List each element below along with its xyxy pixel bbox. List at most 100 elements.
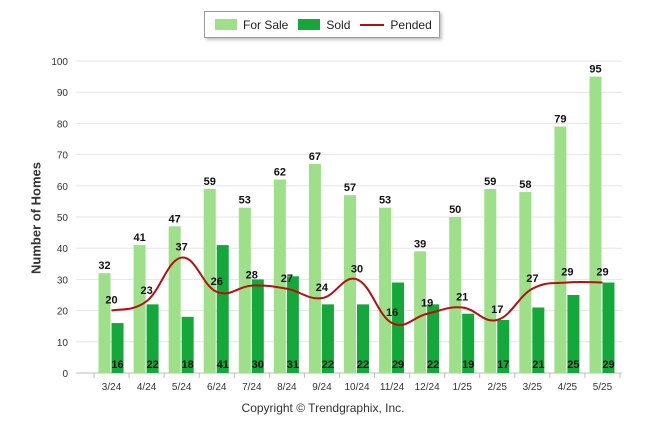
data-label-pended: 29: [596, 267, 608, 279]
bar-sold: [392, 282, 405, 373]
x-tick-label: 7/24: [242, 382, 262, 393]
data-label-sold: 31: [287, 359, 299, 371]
legend-item-for-sale[interactable]: For Sale: [215, 18, 288, 32]
x-tick-label: 6/24: [207, 382, 227, 393]
data-label-pended: 24: [316, 282, 329, 294]
data-label-sold: 22: [427, 359, 439, 371]
bar-for-sale: [133, 245, 146, 373]
bar-for-sale: [238, 207, 251, 373]
data-label-pended: 30: [351, 263, 363, 275]
data-label-pended: 16: [386, 307, 398, 319]
pended-swatch: [360, 23, 385, 26]
y-tick-label: 50: [57, 213, 69, 224]
y-tick-label: 90: [57, 88, 69, 99]
y-tick-label: 40: [57, 244, 69, 255]
x-axis-ticks: 3/24 4/24 5/24 6/24 7/24 8/24 9/24 10/24 11/24 12…: [93, 373, 621, 393]
data-label-for-sale: 39: [414, 238, 426, 250]
bar-sold: [251, 279, 264, 373]
bar-for-sale: [449, 217, 462, 373]
data-label-sold: 22: [322, 359, 334, 371]
data-label-for-sale: 32: [98, 260, 110, 272]
data-label-for-sale: 95: [589, 64, 601, 76]
data-label-sold: 16: [111, 359, 123, 371]
x-tick-label: 4/25: [558, 382, 578, 393]
data-label-for-sale: 58: [519, 179, 531, 191]
legend-item-sold[interactable]: Sold: [298, 18, 350, 32]
y-tick-label: 30: [57, 275, 69, 286]
bar-for-sale: [519, 192, 532, 373]
bars: [98, 76, 615, 374]
x-tick-label: 5/24: [172, 382, 192, 393]
data-label-for-sale: 53: [379, 195, 391, 207]
x-tick-label: 4/24: [137, 382, 157, 393]
data-label-sold: 25: [567, 359, 579, 371]
x-tick-label: 5/25: [593, 382, 613, 393]
y-axis-title: Number of Homes: [28, 162, 44, 274]
bar-for-sale: [308, 163, 321, 373]
data-label-pended: 21: [456, 291, 468, 303]
bar-sold: [111, 323, 124, 373]
data-label-sold: 29: [602, 359, 614, 371]
data-label-pended: 28: [246, 270, 258, 282]
bar-for-sale: [344, 195, 356, 373]
bar-sold: [497, 319, 510, 373]
for-sale-swatch: [215, 19, 237, 30]
bar-for-sale: [554, 126, 567, 374]
data-label-sold: 17: [497, 359, 509, 371]
data-label-sold: 21: [532, 359, 544, 371]
x-tick-label: 12/24: [415, 382, 440, 393]
y-tick-label: 10: [57, 338, 69, 349]
data-label-sold: 30: [252, 359, 264, 371]
bar-sold: [427, 304, 440, 373]
bar-sold: [357, 304, 369, 373]
data-label-for-sale: 53: [239, 195, 251, 207]
bar-for-sale: [414, 251, 427, 373]
y-tick-label: 100: [51, 57, 68, 68]
bar-sold: [181, 316, 194, 373]
data-label-sold: 29: [392, 359, 404, 371]
x-tick-label: 3/24: [102, 382, 122, 393]
data-label-pended: 37: [176, 242, 188, 254]
data-label-pended: 20: [105, 295, 117, 307]
bar-sold: [462, 313, 475, 373]
data-label-pended: 23: [140, 285, 152, 297]
x-tick-label: 1/25: [452, 382, 472, 393]
bar-for-sale: [589, 76, 602, 373]
bar-sold: [286, 276, 299, 373]
y-axis-ticks: 0 10 20 30 40 50 60 70 80 90 100: [51, 57, 68, 380]
legend: For Sale Sold Pended: [204, 11, 440, 38]
data-label-pended: 17: [491, 304, 503, 316]
x-tick-label: 10/24: [344, 382, 369, 393]
data-label-for-sale: 41: [133, 232, 145, 244]
data-label-pended: 27: [526, 273, 538, 285]
data-label-pended: 29: [561, 267, 573, 279]
y-tick-label: 20: [57, 307, 69, 318]
data-label-sold: 22: [146, 359, 158, 371]
data-label-pended: 27: [281, 273, 293, 285]
data-label-for-sale: 47: [169, 213, 181, 225]
legend-item-pended[interactable]: Pended: [360, 17, 432, 32]
x-tick-label: 8/24: [277, 382, 297, 393]
bar-sold: [602, 282, 615, 373]
pended-line: [111, 256, 603, 326]
data-label-pended: 26: [211, 276, 223, 288]
legend-label-sold: Sold: [326, 17, 351, 32]
data-label-pended: 19: [421, 298, 433, 310]
sold-swatch: [298, 19, 321, 30]
legend-label-pended: Pended: [390, 17, 432, 32]
data-labels: 32 16 41 22 47 18 59 41 53 30 62 31 67 22 57 22 53 29 39 22…: [98, 64, 614, 371]
x-tick-label: 11/24: [380, 382, 405, 393]
bar-for-sale: [273, 179, 286, 373]
bar-sold: [216, 245, 229, 373]
data-label-for-sale: 59: [204, 176, 216, 188]
data-label-for-sale: 79: [554, 114, 566, 126]
data-label-for-sale: 62: [274, 167, 286, 179]
y-tick-label: 80: [57, 119, 69, 130]
y-tick-label: 0: [62, 369, 68, 380]
x-tick-label: 9/24: [312, 382, 332, 393]
bar-for-sale: [484, 188, 497, 373]
bar-sold: [532, 307, 545, 373]
legend-label-for-sale: For Sale: [243, 17, 289, 32]
data-label-sold: 18: [182, 359, 194, 371]
